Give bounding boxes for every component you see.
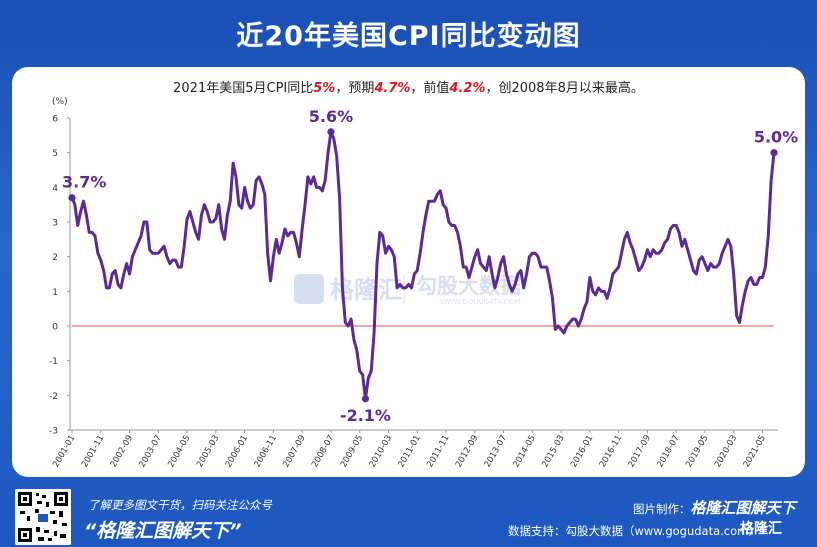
watermark: 格隆汇 勾股大数据 WWW.GOGUDATA.COM (294, 274, 521, 306)
x-tick-label: 2001-11 (80, 434, 106, 470)
subtitle-actual: 5% (313, 81, 336, 96)
credit-maker-value: 格隆汇图解天下 (690, 499, 796, 517)
x-tick-label: 2014-05 (512, 434, 538, 470)
annotation-label: 3.7% (62, 173, 106, 192)
chart-subtitle: 2021年美国5月CPI同比5%，预期4.7%，前值4.2%，创2008年8月以… (12, 77, 805, 96)
x-tick-label: 2016-11 (598, 434, 624, 470)
y-axis-unit-label: (%) (52, 97, 68, 107)
y-tick-label: -1 (49, 357, 58, 367)
y-tick-label: 3 (52, 219, 58, 229)
y-tick-label: 0 (52, 323, 58, 333)
annotation-point (361, 395, 370, 403)
x-tick-label: 2002-09 (109, 434, 135, 470)
y-tick-label: 5 (52, 149, 58, 159)
subtitle-suffix: ，创2008年8月以来最高。 (485, 81, 644, 96)
footer-prompt: 了解更多图文干货，扫码关注公众号 (88, 498, 272, 512)
y-tick-label: 6 (52, 115, 58, 125)
corner-logo: 格隆汇 (740, 521, 782, 537)
page-title: 近20年美国CPI同比变动图 (236, 21, 581, 52)
y-tick-label: 1 (52, 288, 58, 298)
credit-data-source: 数据支持：勾股大数据（www.gogudata.com） (508, 524, 760, 538)
x-tick-label: 2004-05 (166, 434, 192, 470)
x-tick-label: 2003-07 (137, 434, 163, 470)
x-tick-label: 2019-05 (684, 434, 710, 470)
subtitle-previous: 4.2% (449, 81, 486, 96)
x-tick-label: 2005-03 (195, 434, 221, 470)
x-tick-label: 2010-03 (368, 434, 394, 470)
x-tick-label: 2007-09 (281, 434, 307, 470)
annotation-label: 5.0% (754, 128, 798, 147)
x-tick-label: 2015-03 (540, 434, 566, 470)
x-tick-label: 2011-01 (396, 434, 422, 470)
annotation-point (770, 149, 778, 157)
qr-code-icon (15, 489, 71, 545)
x-tick-label: 2017-09 (627, 434, 653, 470)
annotation-label: 5.6% (309, 107, 353, 126)
annotation-point (327, 128, 335, 136)
credit-maker-label: 图片制作： (633, 502, 691, 516)
annotations: 3.7% 5.6% -2.1% 5.0% (62, 107, 798, 425)
x-tick-label: 2016-01 (569, 434, 595, 470)
x-tick-label: 2006-01 (224, 434, 250, 470)
annotation-point (68, 194, 76, 202)
x-tick-label: 2006-11 (253, 434, 279, 470)
subtitle-prefix: 2021年美国5月CPI同比 (173, 81, 314, 96)
y-axis: -3 -2 -1 0 1 2 3 4 5 6 (49, 115, 774, 437)
x-tick-label: 2008-07 (310, 434, 336, 470)
x-tick-label: 2001-01 (51, 434, 77, 470)
x-tick-label: 2011-11 (425, 434, 451, 470)
footer-account-name: “格隆汇图解天下” (84, 520, 242, 542)
y-tick-label: 4 (52, 184, 58, 194)
y-tick-label: 2 (52, 253, 58, 263)
subtitle-sep2: ，前值 (410, 81, 450, 96)
watermark-logo-icon (294, 274, 324, 304)
chart-card: 2021年美国5月CPI同比5%，预期4.7%，前值4.2%，创2008年8月以… (12, 67, 805, 477)
cpi-line-chart: 格隆汇 勾股大数据 WWW.GOGUDATA.COM (%) -3 -2 -1 0 1 2… (49, 97, 798, 470)
x-tick-label: 2009-05 (339, 434, 365, 470)
watermark-url: WWW.GOGUDATA.COM (440, 298, 520, 306)
y-tick-label: -2 (49, 392, 58, 402)
subtitle-expected: 4.7% (374, 81, 411, 96)
annotation-label: -2.1% (340, 406, 391, 425)
subtitle-sep1: ，预期 (335, 81, 375, 96)
x-tick-label: 2013-07 (483, 434, 509, 470)
y-tick-label: -3 (49, 427, 58, 437)
x-tick-label: 2021-05 (742, 434, 768, 470)
credit-maker: 图片制作：格隆汇图解天下 (633, 497, 796, 518)
x-tick-label: 2018-07 (655, 434, 681, 470)
x-tick-label: 2020-03 (713, 434, 739, 470)
cpi-series-line (70, 130, 776, 401)
x-tick-label: 2012-09 (454, 434, 480, 470)
x-axis: 2001-01 2001-11 2002-09 2003-07 2004-05 2005-… (51, 429, 778, 470)
footer: 了解更多图文干货，扫码关注公众号 “格隆汇图解天下” 图片制作：格隆汇图解天下 … (0, 477, 817, 547)
